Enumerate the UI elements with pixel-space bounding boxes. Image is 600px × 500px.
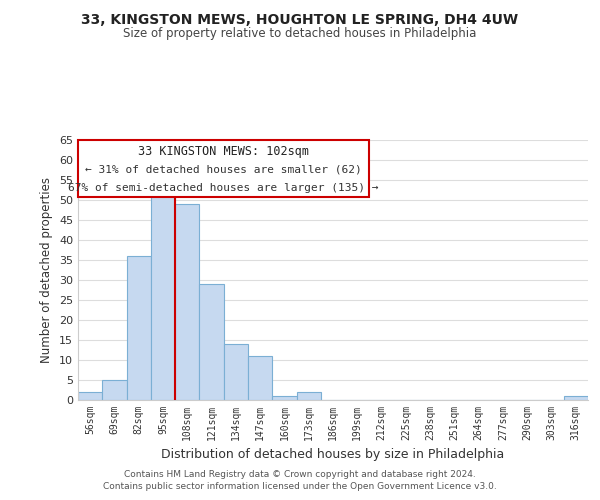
Bar [272,396,296,400]
Text: ← 31% of detached houses are smaller (62): ← 31% of detached houses are smaller (62… [85,164,362,174]
FancyBboxPatch shape [78,140,368,197]
Bar [151,192,175,400]
Bar [224,344,248,400]
Text: Contains public sector information licensed under the Open Government Licence v3: Contains public sector information licen… [103,482,497,491]
X-axis label: Distribution of detached houses by size in Philadelphia: Distribution of detached houses by size … [161,448,505,462]
Text: Size of property relative to detached houses in Philadelphia: Size of property relative to detached ho… [124,28,476,40]
Bar [248,356,272,400]
Bar [127,256,151,400]
Bar [296,392,321,400]
Bar [564,396,588,400]
Bar [102,380,127,400]
Y-axis label: Number of detached properties: Number of detached properties [40,177,53,363]
Text: Contains HM Land Registry data © Crown copyright and database right 2024.: Contains HM Land Registry data © Crown c… [124,470,476,479]
Text: 67% of semi-detached houses are larger (135) →: 67% of semi-detached houses are larger (… [68,183,379,193]
Text: 33, KINGSTON MEWS, HOUGHTON LE SPRING, DH4 4UW: 33, KINGSTON MEWS, HOUGHTON LE SPRING, D… [82,12,518,26]
Bar [199,284,224,400]
Bar [175,204,199,400]
Bar [78,392,102,400]
Text: 33 KINGSTON MEWS: 102sqm: 33 KINGSTON MEWS: 102sqm [138,145,309,158]
